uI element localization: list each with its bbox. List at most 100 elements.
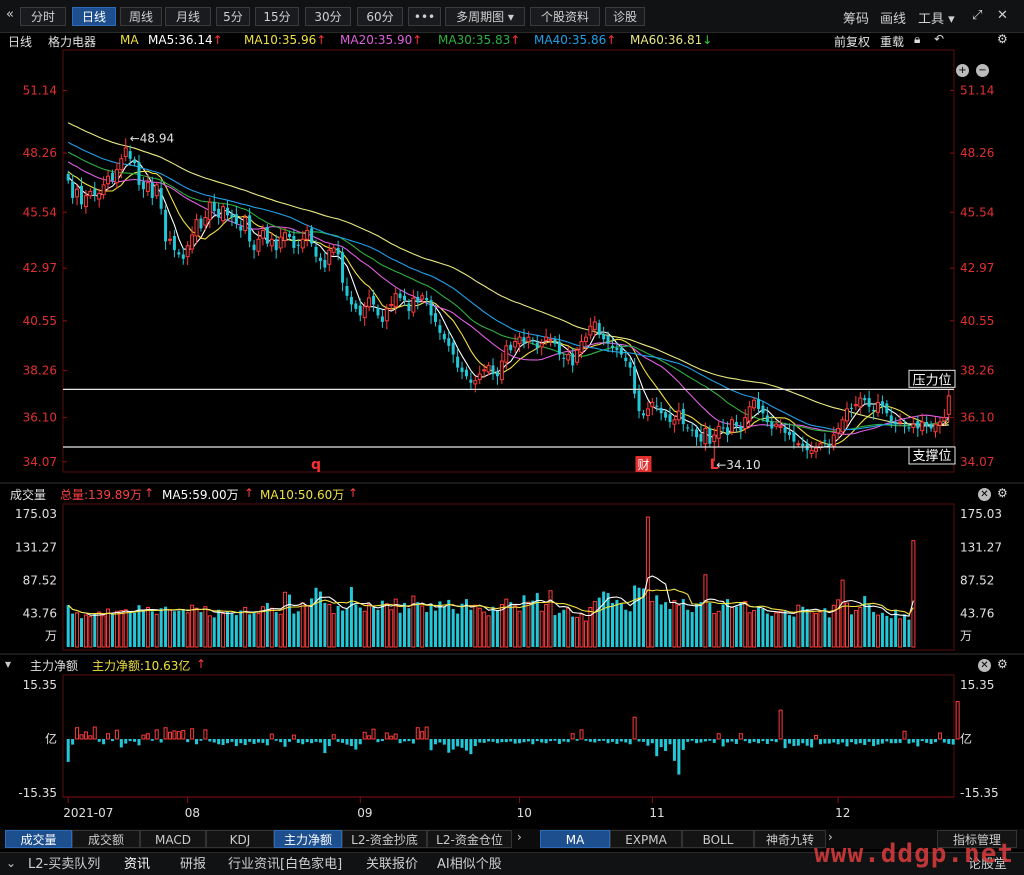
volume-bar [451,609,455,647]
volume-bar [853,610,858,648]
candle-body [234,214,238,225]
tab-8[interactable]: ••• [408,7,441,26]
zoom-in-icon[interactable]: + [956,64,969,77]
close-pane-icon[interactable]: ✕ [978,659,991,672]
overlay-tab-2[interactable]: BOLL [682,830,754,848]
bottom-tab-3[interactable]: 行业资讯[白色家电] [228,857,343,872]
flow-bar [765,739,769,744]
flow-bar [491,739,495,742]
candle-body [403,295,407,301]
zoom-out-icon[interactable]: − [976,64,989,77]
volume-bar [185,612,190,648]
flow-bar [456,739,460,747]
indicator-tab-0[interactable]: 成交量 [5,830,72,848]
candle-body [460,367,464,372]
settings-icon[interactable]: ⚙ [997,32,1008,46]
volume-bar [606,593,610,647]
flow-bar [398,739,402,744]
volume-bar [71,613,75,647]
tab-4[interactable]: 5分 [216,7,250,26]
bottom-tab-0[interactable]: L2-买卖队列 [28,857,101,872]
toolbar-chips[interactable]: 筹码 [843,12,870,27]
flow-bar [836,739,840,745]
forum-tab[interactable]: 论股堂 [968,857,1008,872]
expand-icon[interactable]: ⤢ [972,8,983,23]
overlay-tab-1[interactable]: EXPMA [610,830,682,848]
flow-bar [664,739,668,751]
volume-bar [814,613,819,648]
flow-bar [287,739,291,742]
ma-label[interactable]: MA [120,33,139,47]
bottom-tab-1[interactable]: 资讯 [124,857,151,872]
candle-body [610,345,614,349]
close-pane-icon[interactable]: ✕ [978,488,991,501]
indicator-manage-button[interactable]: 指标管理 [937,830,1017,848]
tab-5[interactable]: 15分 [255,7,299,26]
indicator-tab-4[interactable]: 主力净额 [274,830,342,848]
indicator-tab-1[interactable]: 成交额 [72,830,140,848]
flow-bar [323,739,327,754]
candle-body [513,340,518,348]
volume-bar [433,610,437,647]
candle-body [903,425,907,427]
indicator-tab-3[interactable]: KDJ [206,830,274,848]
close-icon[interactable]: ✕ [997,8,1008,23]
tab-2[interactable]: 周线 [120,7,162,26]
stock-name[interactable]: 格力电器 [48,35,97,49]
candle-body [708,428,712,444]
tab-11[interactable]: 诊股 [605,7,645,26]
candle-body [672,419,677,425]
toolbar-draw[interactable]: 画线 [880,12,907,27]
tab-1[interactable]: 日线 [72,7,116,26]
chevron-down-icon[interactable]: ⌄ [6,856,17,870]
tab-0[interactable]: 分时 [20,7,66,26]
flow-tick-left: 15.35 [23,678,57,692]
indicator-tab-5[interactable]: L2-资金抄底 [342,830,427,848]
reload-button[interactable]: 重载 [880,35,905,49]
volume-bar [256,613,261,648]
lock-icon[interactable]: 🔒︎ [914,32,921,46]
flow-title[interactable]: 主力净额 [30,659,79,673]
chevron-right-icon[interactable]: › [828,830,833,844]
candle-body [544,336,549,341]
volume-ma10 [67,588,914,615]
chart-grid [0,49,1024,803]
flow-bar [500,739,504,743]
tab-9[interactable]: 多周期图 ▾ [445,7,525,26]
toolbar-tools[interactable]: 工具 ▾ [918,12,955,27]
flow-bar [774,739,778,743]
bottom-tab-4[interactable]: 关联报价 [366,857,419,872]
flow-bar [668,739,672,745]
flow-bar [641,739,645,742]
candle-body [119,158,124,171]
candle-body [703,427,708,445]
volume-title[interactable]: 成交量 [10,488,47,502]
bottom-tab-2[interactable]: 研报 [180,857,207,872]
overlay-tab-0[interactable]: MA [540,830,610,848]
tab-3[interactable]: 月线 [165,7,211,26]
settings-icon[interactable]: ⚙ [997,486,1008,500]
volume-ma10: MA10:50.60万 [260,488,345,502]
bottom-tab-5[interactable]: AI相似个股 [437,857,502,872]
tab-10[interactable]: 个股资料 [530,7,600,26]
chevrons-left-icon[interactable]: « [6,7,14,22]
flow-bar [451,739,455,750]
x-label: 10 [517,806,532,820]
flow-bar [234,739,238,747]
collapse-icon[interactable]: ▾ [5,657,12,671]
undo-icon[interactable]: ↶ [934,32,945,46]
volume-bar [770,615,774,647]
chevron-right-icon[interactable]: › [517,830,522,844]
tab-6[interactable]: 30分 [305,7,351,26]
overlay-tab-3[interactable]: 神奇九转 [754,830,826,848]
tab-7[interactable]: 60分 [357,7,403,26]
flow-bar [801,739,805,744]
adjust-button[interactable]: 前复权 [834,35,871,49]
indicator-tab-2[interactable]: MACD [140,830,206,848]
candle-body [278,236,283,249]
indicator-tab-6[interactable]: L2-资金仓位 [427,830,512,848]
flow-bar [646,739,650,746]
candle-body [664,412,668,418]
flow-bar [79,734,84,740]
settings-icon[interactable]: ⚙ [997,657,1008,671]
